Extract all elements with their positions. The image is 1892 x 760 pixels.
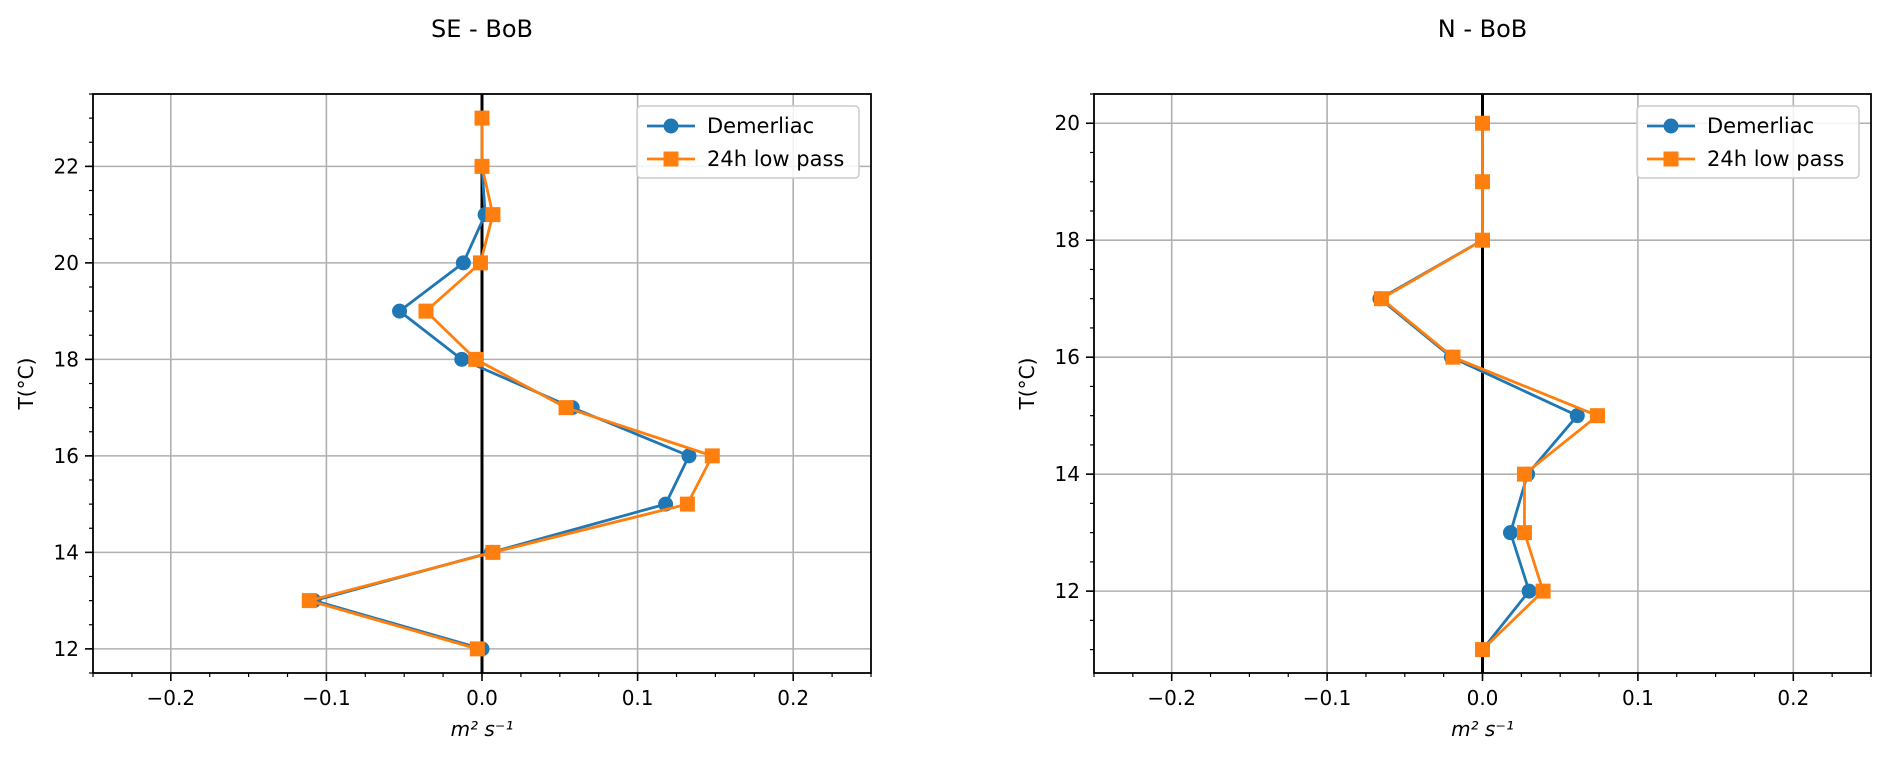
data-point-circle: [454, 351, 470, 367]
data-point-square: [485, 207, 501, 223]
data-point-square: [418, 303, 434, 319]
axes-frame: [92, 93, 872, 674]
x-tick-label: 0.0: [466, 686, 498, 710]
y-tick-label: 18: [54, 347, 79, 371]
legend-marker-square: [663, 151, 679, 167]
legend-label: Demerliac: [707, 114, 814, 138]
y-axis-label: T(°C): [14, 358, 38, 411]
data-point-square: [301, 593, 317, 609]
chart-panel-1: −0.2 −0.1 0.0 0.1 0.2 12 14 16 18 20 22 SE - BoB m² …: [14, 15, 872, 741]
legend-marker-square: [1663, 151, 1679, 167]
data-point-square: [704, 448, 720, 464]
data-point-square: [1475, 115, 1490, 131]
data-point-square: [1535, 583, 1551, 599]
series-line-demerliac: [312, 118, 691, 651]
axes-frame: [1093, 93, 1872, 674]
chart-title: N - BoB: [1438, 15, 1527, 43]
y-tick-label: 16: [1055, 345, 1080, 369]
data-point-circle: [1521, 583, 1537, 599]
legend-label: 24h low pass: [707, 147, 844, 171]
y-tick-label: 18: [1055, 228, 1080, 252]
series-line-24h-low-pass: [1380, 123, 1599, 651]
data-point-circle: [1502, 525, 1518, 541]
y-tick-label: 20: [1055, 111, 1080, 135]
y-tick-label: 22: [54, 154, 79, 178]
x-axis-label: m² s⁻¹: [451, 717, 514, 741]
data-point-circle: [455, 255, 471, 271]
legend-marker-circle: [663, 118, 679, 134]
y-tick-label: 12: [54, 637, 79, 661]
x-tick-label: 0.1: [1622, 686, 1654, 710]
x-tick-label: 0.0: [1467, 686, 1499, 710]
data-point-square: [1445, 349, 1461, 365]
data-point-square: [472, 255, 488, 271]
data-point-square: [679, 496, 695, 512]
data-point-circle: [392, 303, 408, 319]
data-point-circle: [1569, 408, 1585, 424]
y-tick-label: 14: [54, 540, 79, 564]
x-tick-label: −0.1: [302, 686, 351, 710]
legend-label: 24h low pass: [1707, 147, 1844, 171]
data-point-square: [1373, 291, 1389, 307]
y-tick-label: 14: [1055, 462, 1080, 486]
data-point-square: [1589, 408, 1605, 424]
data-point-square: [474, 110, 490, 126]
x-tick-label: −0.1: [1303, 686, 1352, 710]
data-point-square: [1516, 466, 1532, 482]
x-tick-label: 0.2: [1777, 686, 1809, 710]
x-tick-label: 0.1: [622, 686, 654, 710]
legend: Demerliac 24h low pass: [1636, 105, 1860, 179]
chart-panel-2: −0.2 −0.1 0.0 0.1 0.2 12 14 16 18 20 N - BoB m² s⁻¹…: [1015, 15, 1872, 741]
x-tick-label: 0.2: [777, 686, 809, 710]
data-point-square: [474, 158, 490, 174]
x-tick-label: −0.2: [1147, 686, 1196, 710]
data-point-square: [1516, 525, 1532, 541]
y-tick-label: 12: [1055, 579, 1080, 603]
y-axis-label: T(°C): [1015, 358, 1039, 411]
data-point-square: [1475, 642, 1490, 658]
chart-title: SE - BoB: [431, 15, 533, 43]
data-point-square: [1475, 174, 1490, 190]
data-point-square: [1475, 232, 1490, 248]
x-axis-label: m² s⁻¹: [1451, 717, 1514, 741]
series-line-24h-low-pass: [307, 118, 714, 651]
legend-marker-circle: [1663, 118, 1679, 134]
data-point-square: [468, 351, 484, 367]
x-tick-label: −0.2: [147, 686, 196, 710]
data-point-square: [469, 641, 485, 657]
data-point-circle: [681, 448, 697, 464]
y-tick-label: 20: [54, 251, 79, 275]
data-point-square: [558, 400, 574, 416]
y-tick-label: 16: [54, 444, 79, 468]
series-line-demerliac: [1378, 123, 1579, 651]
legend-label: Demerliac: [1707, 114, 1814, 138]
data-point-square: [485, 544, 501, 560]
legend: Demerliac 24h low pass: [636, 105, 860, 179]
